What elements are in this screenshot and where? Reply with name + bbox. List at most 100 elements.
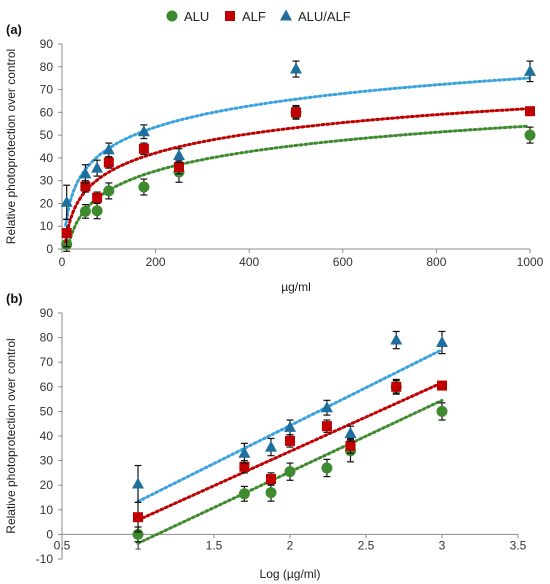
x-tick-label: 800	[426, 255, 446, 269]
x-tick-label: 3.5	[510, 538, 527, 552]
data-point	[436, 405, 448, 417]
data-point	[284, 466, 296, 478]
data-point	[321, 462, 333, 474]
chart-panel-a: (a) 0 10 20 30 40 50 60 70 80 90 0 200 400 600 800 1000 µ…	[4, 22, 544, 294]
data-point	[132, 477, 144, 489]
data-point	[345, 440, 356, 451]
x-tick-label: 1.5	[206, 538, 223, 552]
series-alu-alf	[60, 60, 536, 227]
y-tick-label: 10	[40, 503, 54, 517]
data-point	[91, 205, 103, 217]
data-point	[265, 440, 277, 452]
x-tick-label: 400	[239, 255, 259, 269]
x-tick-label: 0	[59, 255, 66, 269]
y-tick-label: 0	[46, 527, 53, 541]
data-point	[79, 205, 91, 217]
data-point	[284, 420, 296, 432]
data-point	[290, 62, 302, 74]
trendline	[66, 124, 531, 249]
x-axis-title: µg/ml	[281, 280, 311, 294]
y-tick-label: 90	[40, 37, 54, 51]
data-point	[321, 421, 332, 432]
data-point	[102, 143, 115, 155]
data-point	[61, 228, 72, 239]
x-tick-label: 2	[287, 538, 294, 552]
data-point	[91, 161, 104, 173]
y-tick-label: 30	[40, 454, 54, 468]
data-point	[133, 512, 143, 523]
chart-panel-b: (b) -10 0 10 20 30 40 50 60 70 80 90 0.5 1 1.5 2 2.5 3 3.5…	[4, 291, 527, 581]
panel-label: (b)	[6, 291, 23, 306]
y-tick-label: 80	[40, 331, 54, 345]
data-point	[265, 487, 277, 499]
data-point	[524, 64, 536, 76]
y-axis-title: Relative photoprotection over control	[4, 338, 18, 533]
x-axis-title: Log (µg/ml)	[260, 567, 321, 581]
legend-marker-alu-alf	[280, 9, 292, 21]
data-point	[524, 129, 536, 141]
series-alf	[133, 378, 447, 533]
data-point	[238, 446, 251, 458]
data-point	[285, 435, 295, 446]
y-tick-label: 70	[40, 355, 54, 369]
x-tick-label: 600	[333, 255, 353, 269]
data-point	[174, 162, 184, 172]
series-alu	[132, 380, 448, 545]
y-tick-label: -10	[36, 552, 54, 566]
data-point	[60, 195, 73, 207]
data-point	[138, 143, 149, 154]
data-point	[525, 106, 535, 117]
x-tick-label: 1	[135, 538, 142, 552]
y-tick-label: 60	[40, 380, 54, 394]
y-tick-label: 20	[40, 478, 54, 492]
y-tick-label: 0	[46, 242, 53, 256]
data-point	[80, 181, 91, 192]
trendline	[64, 107, 531, 244]
legend-label: ALU/ALF	[298, 9, 351, 24]
x-tick-label: 200	[146, 255, 166, 269]
data-point	[92, 192, 103, 203]
data-point	[344, 427, 357, 439]
y-tick-label: 40	[40, 151, 54, 165]
legend-marker-alu	[166, 10, 178, 22]
x-tick-label: 1000	[517, 255, 544, 269]
y-tick-label: 80	[40, 60, 54, 74]
data-point	[391, 381, 402, 392]
data-point	[266, 474, 276, 485]
legend-label: ALU	[184, 9, 209, 24]
data-point	[390, 333, 403, 345]
trendline	[64, 76, 531, 227]
legend-marker-alf	[225, 11, 235, 21]
data-point	[103, 157, 114, 168]
y-tick-label: 50	[40, 128, 54, 142]
series-alu-alf	[132, 330, 448, 504]
data-point	[436, 336, 448, 348]
y-tick-label: 90	[40, 306, 54, 320]
data-point	[291, 107, 301, 118]
trendline	[136, 381, 444, 522]
x-tick-label: 0.5	[54, 538, 71, 552]
y-tick-label: 50	[40, 404, 54, 418]
y-tick-label: 10	[40, 219, 54, 233]
y-tick-label: 60	[40, 105, 54, 119]
x-tick-label: 3	[439, 538, 446, 552]
legend-label: ALF	[242, 9, 266, 24]
data-point	[137, 125, 150, 137]
data-point	[239, 461, 250, 472]
y-tick-label: 20	[40, 196, 54, 210]
data-point	[103, 185, 115, 197]
data-point	[79, 167, 92, 179]
y-tick-label: 30	[40, 174, 54, 188]
y-tick-label: 70	[40, 83, 54, 97]
panel-label: (a)	[6, 22, 22, 37]
data-point	[320, 401, 333, 413]
data-point	[238, 488, 250, 500]
y-tick-label: 40	[40, 429, 54, 443]
data-point	[138, 181, 150, 193]
series-alf	[61, 104, 535, 248]
x-tick-label: 2.5	[358, 538, 375, 552]
legend: ALU ALF ALU/ALF	[166, 9, 351, 24]
y-axis-title: Relative photoprotection over control	[4, 49, 18, 244]
data-point	[173, 149, 185, 161]
